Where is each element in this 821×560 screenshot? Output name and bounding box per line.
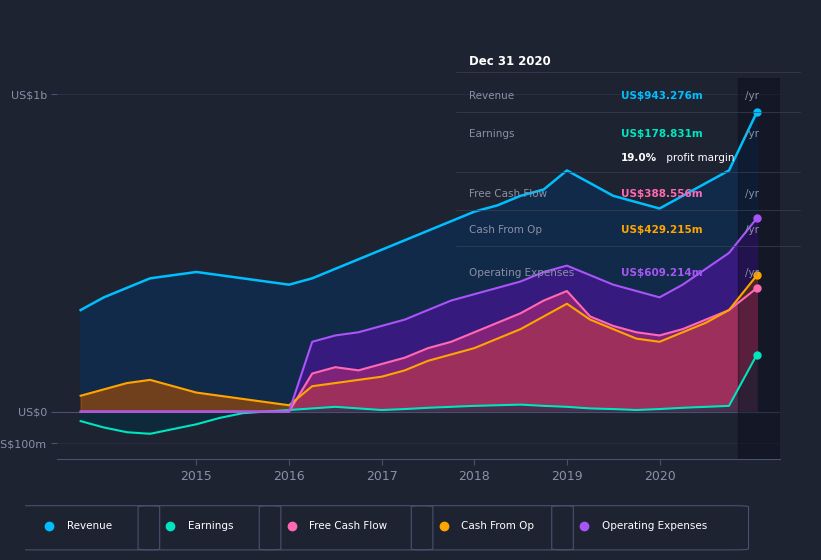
Text: US$429.215m: US$429.215m: [621, 225, 703, 235]
Text: /yr: /yr: [745, 189, 759, 199]
Text: US$388.556m: US$388.556m: [621, 189, 703, 199]
Text: Operating Expenses: Operating Expenses: [602, 521, 707, 531]
Text: Earnings: Earnings: [470, 129, 515, 139]
Text: 19.0%: 19.0%: [621, 153, 658, 163]
Text: Free Cash Flow: Free Cash Flow: [470, 189, 548, 199]
Text: Revenue: Revenue: [470, 91, 515, 101]
Text: Earnings: Earnings: [188, 521, 234, 531]
Text: /yr: /yr: [745, 225, 759, 235]
Bar: [738, 78, 780, 459]
Text: Operating Expenses: Operating Expenses: [470, 268, 575, 278]
Text: /yr: /yr: [745, 129, 759, 139]
Text: US$943.276m: US$943.276m: [621, 91, 703, 101]
Text: Cash From Op: Cash From Op: [461, 521, 534, 531]
Text: Cash From Op: Cash From Op: [470, 225, 543, 235]
Text: /yr: /yr: [745, 91, 759, 101]
Text: Revenue: Revenue: [67, 521, 112, 531]
Text: US$178.831m: US$178.831m: [621, 129, 703, 139]
Text: US$609.214m: US$609.214m: [621, 268, 703, 278]
Text: /yr: /yr: [745, 268, 759, 278]
Text: profit margin: profit margin: [663, 153, 734, 163]
Text: Dec 31 2020: Dec 31 2020: [470, 55, 551, 68]
Text: Free Cash Flow: Free Cash Flow: [310, 521, 388, 531]
